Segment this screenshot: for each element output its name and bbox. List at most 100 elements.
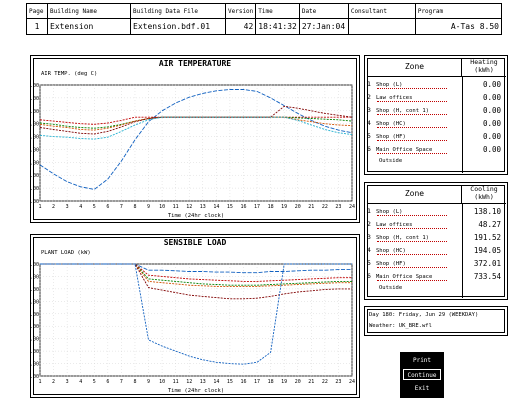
x-tick-label: 24 xyxy=(349,379,355,385)
heating-zone-value: 0.00 xyxy=(482,80,501,89)
header-value-building-data-file: Extension.bdf.01 xyxy=(130,18,226,35)
series-line-5 xyxy=(39,105,353,135)
x-tick-label: 16 xyxy=(240,204,246,210)
heating-zone-value: 0.00 xyxy=(482,106,501,115)
weather-label: Weather: UK_BRE.wfl xyxy=(369,323,432,329)
y-tick-label: 22.00 xyxy=(30,122,39,128)
y-tick-label: 28.00 xyxy=(30,83,39,89)
x-tick-label: 3 xyxy=(66,204,69,210)
series-line-5 xyxy=(40,263,352,300)
heating-zone-underline xyxy=(377,88,447,89)
y-tick-label: -80.00 xyxy=(30,274,39,280)
heating-outside-label: Outside xyxy=(379,158,403,164)
heating-zone-number: 5 xyxy=(367,132,371,140)
y-axis-label: AIR TEMP. (deg C) xyxy=(41,71,97,77)
cooling-zone-underline xyxy=(377,280,447,281)
heating-zone-value: 0.00 xyxy=(482,93,501,102)
cooling-zone-name: Shop (HC) xyxy=(376,248,406,254)
x-tick-label: 9 xyxy=(147,204,150,210)
heating-zone-underline xyxy=(377,114,447,115)
x-tick-label: 2 xyxy=(52,379,55,385)
x-tick-label: 15 xyxy=(227,379,233,385)
header-value-time: 18:41:32 xyxy=(255,18,300,35)
x-tick-label: 2 xyxy=(52,204,55,210)
cooling-zone-name: Main Office Space xyxy=(376,274,433,280)
y-tick-label: 12.00 xyxy=(30,186,39,192)
heating-table: Zone Heating (kWh) 1 Shop (L) 0.00 2 Law off… xyxy=(364,55,508,175)
x-tick-label: 13 xyxy=(200,204,206,210)
cooling-zone-underline xyxy=(377,254,447,255)
x-tick-label: 8 xyxy=(133,204,136,210)
heating-zone-value: 0.00 xyxy=(482,119,501,128)
x-tick-label: 11 xyxy=(173,204,179,210)
y-tick-label: -20.00 xyxy=(30,349,39,355)
cooling-zone-name: Shop (HF) xyxy=(376,261,406,267)
x-tick-label: 6 xyxy=(106,204,109,210)
header-values-row: 1 Extension Extension.bdf.01 42 18:41:32… xyxy=(26,18,503,35)
header-labels-row: Page Building Name Building Data File Ve… xyxy=(26,3,503,19)
heating-zone-name: Shop (L) xyxy=(376,82,403,88)
heating-zone-underline xyxy=(377,101,447,102)
x-tick-label: 1 xyxy=(38,204,41,210)
cooling-table: Zone Cooling (kWh) 1 Shop (L) 138.10 2 Law o… xyxy=(364,182,508,300)
x-tick-label: 19 xyxy=(281,204,287,210)
heating-zone-name: Main Office Space xyxy=(376,147,433,153)
x-tick-label: 11 xyxy=(173,379,179,385)
series-line-6 xyxy=(40,263,352,365)
header-value-date: 27:Jan:04 xyxy=(298,18,349,35)
cooling-zone-number: 3 xyxy=(367,233,371,241)
cooling-zone-value: 194.05 xyxy=(473,246,501,255)
series-line-1 xyxy=(39,89,353,190)
series-line-2 xyxy=(40,263,352,282)
cooling-zone-header: Zone xyxy=(404,189,425,198)
print-button[interactable]: Print xyxy=(412,357,432,364)
x-tick-label: 21 xyxy=(308,204,314,210)
heating-zone-underline xyxy=(377,153,447,154)
x-tick-label: 10 xyxy=(159,379,165,385)
x-axis-label: Time (24hr clock) xyxy=(168,213,224,219)
y-tick-label: 20.00 xyxy=(30,135,39,141)
cooling-zone-row: 4 Shop (HC) xyxy=(367,246,406,254)
y-tick-label: 24.00 xyxy=(30,109,39,115)
heating-zone-row: 4 Shop (HC) xyxy=(367,119,406,127)
series-line-3 xyxy=(40,263,352,286)
x-tick-label: 24 xyxy=(349,204,355,210)
cooling-zone-number: 1 xyxy=(367,207,371,215)
heating-value-header: Heating (kWh) xyxy=(462,58,506,77)
cooling-zone-underline xyxy=(377,267,447,268)
continue-button[interactable]: Continue xyxy=(403,369,441,380)
x-tick-label: 21 xyxy=(308,379,314,385)
y-tick-label: -60.00 xyxy=(30,299,39,305)
y-tick-label: 26.00 xyxy=(30,96,39,102)
header-value-page: 1 xyxy=(26,18,48,35)
cooling-zone-row: 3 Shop (H, cont 1) xyxy=(367,233,429,241)
x-tick-label: 8 xyxy=(133,379,136,385)
x-tick-label: 14 xyxy=(213,204,219,210)
exit-button[interactable]: Exit xyxy=(414,385,430,392)
cooling-zone-number: 5 xyxy=(367,259,371,267)
x-axis-label: Time (24hr clock) xyxy=(168,388,224,394)
cooling-zone-value: 48.27 xyxy=(478,220,501,229)
heating-zone-number: 3 xyxy=(367,106,371,114)
x-tick-label: 5 xyxy=(93,204,96,210)
x-tick-label: 4 xyxy=(79,379,82,385)
header-value-building-name: Extension xyxy=(47,18,131,35)
x-tick-label: 1 xyxy=(38,379,41,385)
heating-zone-underline xyxy=(377,127,447,128)
x-tick-label: 15 xyxy=(227,204,233,210)
x-tick-label: 12 xyxy=(186,379,192,385)
y-tick-label: -30.00 xyxy=(30,337,39,343)
header-label-program: Program xyxy=(414,3,503,19)
x-tick-label: 10 xyxy=(159,204,165,210)
x-tick-label: 22 xyxy=(322,379,328,385)
chart-title: AIR TEMPERATURE xyxy=(159,59,231,68)
cooling-zone-row: 2 Law offices xyxy=(367,220,412,228)
cooling-zone-number: 6 xyxy=(367,272,371,280)
heating-zone-row: 5 Shop (HF) xyxy=(367,132,406,140)
header-label-building-data-file: Building Data File xyxy=(130,3,226,19)
cooling-zone-name: Shop (H, cont 1) xyxy=(376,235,429,241)
y-tick-label: 18.00 xyxy=(30,147,39,153)
header-table: Page Building Name Building Data File Ve… xyxy=(26,3,503,35)
x-tick-label: 4 xyxy=(79,204,82,210)
y-tick-label: -70.00 xyxy=(30,287,39,293)
